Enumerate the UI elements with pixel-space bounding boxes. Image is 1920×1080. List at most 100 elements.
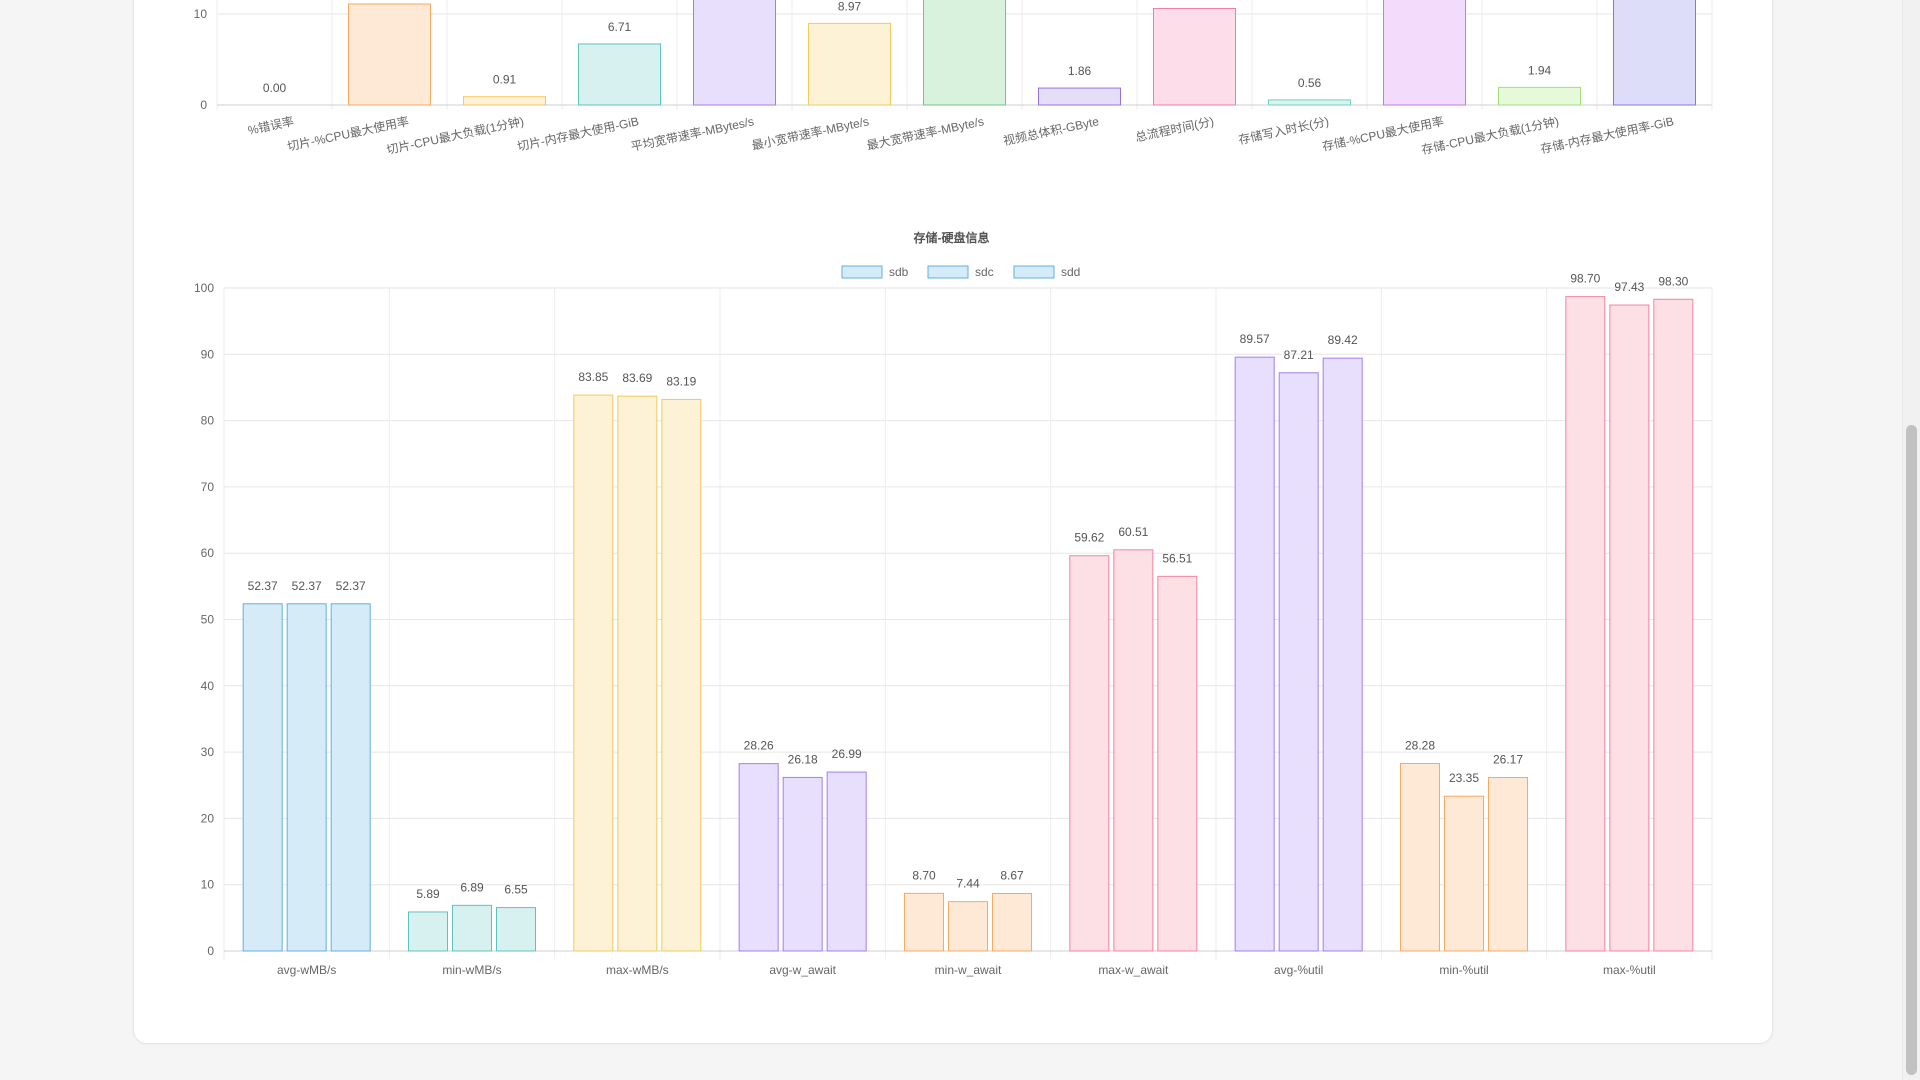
bar-sdc — [782, 776, 823, 952]
bar-sdd — [992, 893, 1032, 952]
y-tick-label: 90 — [201, 347, 215, 361]
bar-sdd — [496, 907, 536, 952]
data-label: 52.37 — [292, 579, 322, 593]
x-tick-label: max-wMB/s — [606, 963, 669, 977]
bar-sdd — [661, 398, 702, 952]
x-tick-label: avg-wMB/s — [277, 963, 336, 977]
bar-sdd — [1653, 298, 1694, 952]
data-label: 89.42 — [1328, 333, 1358, 347]
data-label: 8.70 — [912, 868, 936, 882]
y-tick-label: 10 — [201, 878, 215, 892]
y-tick-label: 40 — [201, 679, 215, 693]
data-label: 98.70 — [1570, 272, 1600, 286]
x-tick-label: avg-w_await — [769, 963, 836, 977]
scrollbar-thumb[interactable] — [1906, 425, 1917, 1075]
bar-sdc — [617, 395, 658, 952]
bar-sdd — [1157, 575, 1198, 952]
data-label: 8.97 — [838, 0, 862, 13]
bar-sdc — [452, 904, 492, 952]
data-label: 26.18 — [788, 752, 818, 766]
bar-sdb — [1069, 555, 1110, 952]
data-label: 83.69 — [622, 371, 652, 385]
data-label: 7.44 — [956, 877, 980, 891]
bar-sdc — [948, 901, 988, 952]
data-label: 97.43 — [1614, 280, 1644, 294]
data-label: 52.37 — [336, 579, 366, 593]
bar-sdc — [286, 603, 327, 952]
bar-sdc — [1609, 304, 1650, 952]
data-label: 83.85 — [578, 370, 608, 384]
data-label: 52.37 — [248, 579, 278, 593]
bar — [1613, 0, 1696, 106]
data-label: 83.19 — [666, 374, 696, 388]
bar — [463, 96, 546, 106]
x-tick-label: avg-%util — [1274, 963, 1323, 977]
bar — [1153, 8, 1236, 106]
data-label: 89.57 — [1240, 332, 1270, 346]
data-label: 87.21 — [1284, 348, 1314, 362]
data-label: 5.89 — [416, 887, 440, 901]
bar-sdd — [1322, 357, 1363, 952]
legend-swatch — [1013, 265, 1055, 279]
x-tick-label: min-%util — [1439, 963, 1488, 977]
vertical-scrollbar[interactable] — [1902, 0, 1920, 1080]
bar-sdc — [1113, 549, 1154, 952]
data-label: 56.51 — [1162, 551, 1192, 565]
chart-title: 存储-硬盘信息 — [913, 231, 990, 245]
data-label: 8.67 — [1000, 869, 1024, 883]
bar-sdb — [1234, 356, 1275, 952]
data-label: 23.35 — [1449, 771, 1479, 785]
data-label: 59.62 — [1074, 531, 1104, 545]
disk-info-bar-chart: sdb sdc sdd 0 10 20 30 40 50 60 70 80 90 100 52.37 52.3… — [194, 265, 1713, 977]
bar-sdb — [408, 911, 448, 952]
bar — [693, 0, 776, 106]
bar-sdb — [1400, 763, 1440, 952]
data-label: 1.94 — [1528, 63, 1552, 77]
y-tick-label: 0 — [207, 944, 214, 958]
data-label: 28.28 — [1405, 739, 1435, 753]
y-tick-label: 30 — [201, 745, 215, 759]
data-label: 0.91 — [493, 73, 517, 87]
bar-sdb — [904, 892, 944, 952]
bar — [1268, 99, 1351, 106]
top-bar-chart: 0100.00%错误率切片-%CPU最大使用率0.91切片-CPU最大负载(1分… — [194, 0, 1713, 157]
data-label: 26.17 — [1493, 752, 1523, 766]
data-label: 6.89 — [460, 880, 484, 894]
bar — [923, 0, 1006, 106]
legend-label: sdd — [1061, 265, 1080, 279]
data-label: 0.56 — [1298, 76, 1322, 90]
bar-sdb — [1565, 296, 1606, 952]
bar-sdd — [826, 771, 867, 952]
legend-swatch — [841, 265, 883, 279]
bar — [1498, 86, 1581, 106]
x-tick-label: min-wMB/s — [442, 963, 501, 977]
x-tick-label: max-w_await — [1098, 963, 1169, 977]
bar — [808, 22, 891, 106]
legend-swatch — [927, 265, 969, 279]
bar-sdb — [242, 603, 283, 952]
bar-sdd — [330, 603, 371, 952]
y-tick-label: 0 — [200, 98, 207, 112]
x-tick-label: max-%util — [1603, 963, 1656, 977]
y-tick-label: 10 — [194, 7, 208, 21]
bar — [578, 43, 661, 106]
bar-sdc — [1278, 372, 1319, 952]
data-label: 0.00 — [263, 81, 287, 95]
legend-label: sdb — [889, 265, 909, 279]
legend-label: sdc — [975, 265, 994, 279]
y-tick-label: 80 — [201, 414, 215, 428]
data-label: 60.51 — [1118, 525, 1148, 539]
bar — [348, 3, 431, 106]
bar-sdb — [738, 763, 779, 952]
y-tick-label: 60 — [201, 546, 215, 560]
data-label: 1.86 — [1068, 64, 1092, 78]
data-label: 6.71 — [608, 20, 632, 34]
x-tick-label: min-w_await — [935, 963, 1002, 977]
data-label: 98.30 — [1658, 274, 1688, 288]
bar — [1383, 0, 1466, 106]
data-label: 26.99 — [832, 747, 862, 761]
bar-sdc — [1444, 795, 1484, 952]
bar-sdd — [1488, 776, 1528, 952]
y-tick-label: 70 — [201, 480, 215, 494]
bar — [1038, 87, 1121, 106]
